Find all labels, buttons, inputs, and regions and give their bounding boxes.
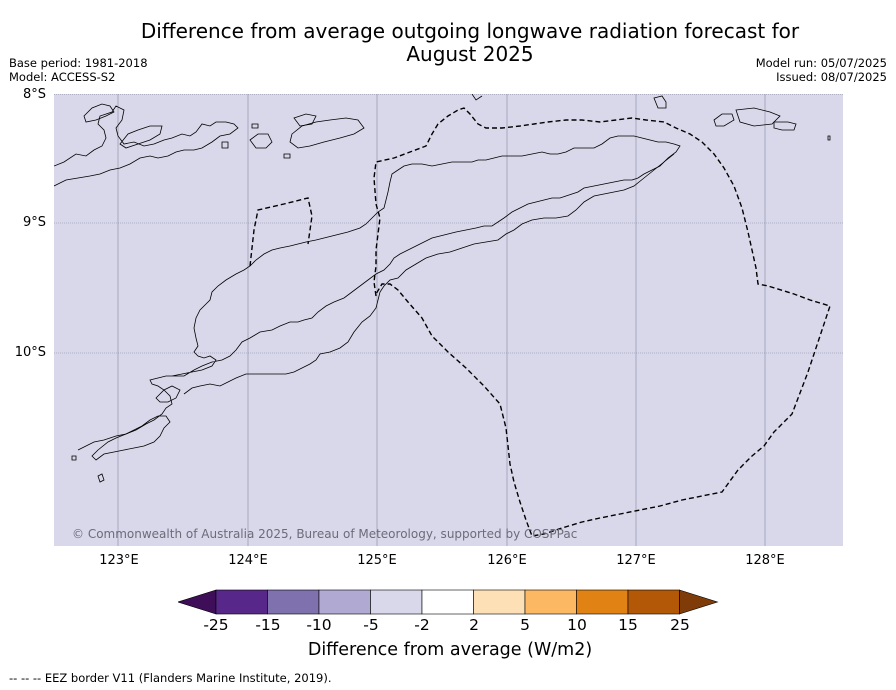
colorbar-segment-1: [267, 589, 320, 615]
coastline-islet-1: [221, 141, 229, 149]
copyright-text: © Commonwealth of Australia 2025, Bureau…: [72, 527, 577, 541]
coastline-flores-east: [54, 105, 239, 187]
title-line-1: Difference from average outgoing longwav…: [140, 19, 800, 43]
lon-label-127e: 127°E: [616, 553, 656, 568]
colorbar-extend-high: [679, 589, 719, 615]
colorbar-segment-6: [524, 589, 577, 615]
colorbar-tick-0: -25: [203, 616, 229, 634]
lon-label-124e: 124°E: [228, 553, 268, 568]
lon-label-126e: 126°E: [487, 553, 527, 568]
coastline-timor-south: [183, 153, 675, 395]
meta-right: Model run: 05/07/2025 Issued: 08/07/2025: [756, 56, 887, 84]
coastline-islet-4: [653, 95, 667, 109]
lon-label-125e: 125°E: [357, 553, 397, 568]
chart-title: Difference from average outgoing longwav…: [110, 20, 830, 66]
coastline-islet-3: [251, 123, 259, 129]
coastline-solor: [83, 103, 115, 123]
coastline-rote: [91, 415, 171, 461]
colorbar: [178, 589, 719, 615]
lat-label-8s: 8°S: [22, 87, 46, 102]
colorbar-tick-1: -15: [255, 616, 281, 634]
base-period: Base period: 1981-2018: [9, 56, 148, 70]
coastline-ndao: [71, 455, 77, 461]
eez-border-line-west: [249, 197, 313, 267]
model-run: Model run: 05/07/2025: [755, 56, 887, 70]
colorbar-tick-2: -10: [306, 616, 332, 634]
lon-label-123e: 123°E: [99, 553, 139, 568]
map-svg: © Commonwealth of Australia 2025, Bureau…: [54, 94, 843, 546]
coastlines: [54, 94, 831, 483]
coastline-islet-7: [827, 135, 831, 141]
colorbar-title: Difference from average (W/m2): [307, 640, 593, 660]
lat-label-10s: 10°S: [14, 345, 46, 360]
colorbar-segment-5: [473, 589, 526, 615]
model-name: Model: ACCESS-S2: [9, 70, 116, 84]
eez-footnote: -- -- -- EEZ border V11 (Flanders Marine…: [9, 671, 332, 685]
coastline-islet-8: [471, 94, 483, 101]
coastline-babar: [735, 107, 781, 127]
coastline-semau: [155, 385, 181, 403]
issued-date: Issued: 08/07/2025: [776, 70, 887, 84]
coastline-islet-2: [283, 153, 291, 159]
eez-border: [249, 107, 831, 537]
colorbar-segment-2: [318, 589, 371, 615]
colorbar-tick-3: -5: [363, 616, 379, 634]
colorbar-tick-6: 5: [520, 616, 530, 634]
eez-border-line-main: [373, 107, 831, 537]
gridlines: [54, 94, 843, 546]
coastline-wetar-west: [293, 113, 317, 127]
coastline-lembata: [119, 125, 163, 149]
coastline-pantar: [249, 133, 273, 149]
coastline-alor: [289, 117, 365, 149]
colorbar-tick-7: 10: [567, 616, 587, 634]
colorbar-segments: [178, 589, 719, 615]
colorbar-tick-9: 25: [670, 616, 690, 634]
colorbar-segment-0: [215, 589, 268, 615]
colorbar-tick-8: 15: [618, 616, 638, 634]
coastline-timor: [77, 135, 681, 451]
meta-left: Base period: 1981-2018 Model: ACCESS-S2: [9, 56, 148, 84]
coastline-islet-9: [97, 473, 105, 483]
lon-label-128e: 128°E: [745, 553, 785, 568]
colorbar-segment-3: [370, 589, 423, 615]
colorbar-tick-4: -2: [414, 616, 430, 634]
colorbar-segment-4: [421, 589, 474, 615]
coastline-islet-5: [713, 113, 735, 127]
coastline-islet-6: [773, 121, 797, 131]
title-line-2: August 2025: [406, 42, 534, 66]
lat-label-9s: 9°S: [22, 215, 46, 230]
colorbar-extend-low: [178, 589, 217, 615]
map-area: © Commonwealth of Australia 2025, Bureau…: [54, 94, 843, 546]
colorbar-segment-7: [576, 589, 629, 615]
colorbar-tick-5: 2: [469, 616, 479, 634]
colorbar-segment-8: [627, 589, 680, 615]
